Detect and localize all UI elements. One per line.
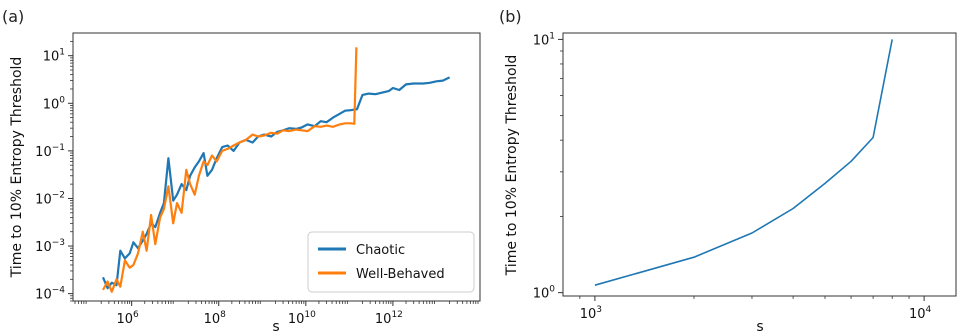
panel-a-ytick-base: 10 bbox=[43, 97, 60, 112]
panel-a-ytick-exponent: −3 bbox=[52, 238, 65, 248]
panel-a-ytick-exponent: −1 bbox=[52, 143, 65, 153]
panel-b-xtick-base: 10 bbox=[580, 307, 597, 322]
panel-b-axes-frame bbox=[562, 32, 957, 297]
panel-a-xtick-base: 10 bbox=[117, 312, 134, 327]
panel-a-ytick-base: 10 bbox=[43, 50, 60, 65]
panel-a-ytick-exponent: 0 bbox=[59, 95, 65, 105]
panel-a-ytick-exponent: −4 bbox=[52, 286, 66, 296]
panel-a-ytick-base: 10 bbox=[35, 288, 52, 303]
panel-b-plot-area bbox=[594, 39, 893, 286]
panel-b-xlabel: s bbox=[756, 319, 763, 335]
panel-a-ytick-label: 101 bbox=[43, 48, 65, 65]
panel-b-ytick-base: 10 bbox=[533, 33, 550, 48]
panel-b: (b) s Time to 10% Entropy Threshold 103 1… bbox=[499, 7, 957, 335]
panel-a-xtick-exponent: 8 bbox=[220, 310, 226, 320]
panel-a-xtick-base: 10 bbox=[375, 312, 392, 327]
panel-a-ylabel: Time to 10% Entropy Threshold bbox=[9, 57, 25, 279]
panel-a-ytick-label: 100 bbox=[43, 95, 66, 112]
panel-a-xtick-exponent: 6 bbox=[133, 310, 139, 320]
panel-a-series-well-behaved bbox=[102, 47, 358, 293]
panel-b-ytick-label: 101 bbox=[533, 31, 555, 48]
panel-b-xtick-exponent: 4 bbox=[926, 305, 932, 315]
panel-a-label: (a) bbox=[2, 7, 24, 26]
panel-b-series-line bbox=[594, 39, 893, 286]
panel-a-ytick-base: 10 bbox=[35, 240, 52, 255]
panel-a-xtick-label: 106 bbox=[117, 310, 140, 327]
panel-b-ytick-base: 10 bbox=[533, 287, 550, 302]
panel-b-ytick-label: 100 bbox=[533, 285, 556, 302]
panel-a-xtick-base: 10 bbox=[288, 312, 305, 327]
panel-b-ytick-exponent: 1 bbox=[549, 31, 555, 41]
panel-b-label: (b) bbox=[499, 7, 522, 26]
legend-label-chaotic: Chaotic bbox=[356, 243, 405, 258]
panel-b-ylabel: Time to 10% Entropy Threshold bbox=[504, 55, 520, 277]
panel-a-ytick-label: 10−3 bbox=[35, 238, 65, 255]
panel-b-xtick-exponent: 3 bbox=[596, 305, 602, 315]
panel-b-xtick-label: 104 bbox=[909, 305, 932, 322]
panel-a-ytick-label: 10−2 bbox=[35, 190, 65, 207]
panel-a-xtick-base: 10 bbox=[204, 312, 221, 327]
legend-box bbox=[307, 231, 475, 293]
panel-a-ytick-exponent: −2 bbox=[52, 190, 65, 200]
panel-b-xticks: 103 104 bbox=[579, 296, 932, 322]
legend: Chaotic Well-Behaved bbox=[307, 231, 475, 293]
panel-a-ytick-label: 10−1 bbox=[35, 143, 65, 160]
panel-a-xticks: 106 108 1010 1012 bbox=[74, 301, 479, 327]
panel-b-xtick-base: 10 bbox=[909, 307, 926, 322]
panel-a-xlabel: s bbox=[272, 319, 279, 335]
panel-b-ytick-exponent: 0 bbox=[549, 285, 555, 295]
legend-label-well-behaved: Well-Behaved bbox=[356, 267, 445, 282]
panel-a-xtick-label: 108 bbox=[204, 310, 227, 327]
panel-a-xtick-label: 1010 bbox=[288, 310, 316, 327]
panel-a-ytick-exponent: 1 bbox=[59, 48, 65, 58]
panel-a-xtick-exponent: 12 bbox=[391, 310, 402, 320]
panel-a-axes-frame bbox=[72, 32, 481, 302]
panel-a-ytick-base: 10 bbox=[35, 192, 52, 207]
panel-a-ytick-base: 10 bbox=[35, 145, 52, 160]
panel-a-ytick-label: 10−4 bbox=[35, 286, 65, 303]
panel-a: (a) s Time to 10% Entropy Threshold 106 1… bbox=[2, 7, 481, 335]
panel-a-plot-area bbox=[101, 47, 451, 293]
panel-b-xtick-label: 103 bbox=[580, 305, 602, 322]
panel-a-xtick-label: 1012 bbox=[375, 310, 403, 327]
panel-a-xtick-exponent: 10 bbox=[304, 310, 316, 320]
